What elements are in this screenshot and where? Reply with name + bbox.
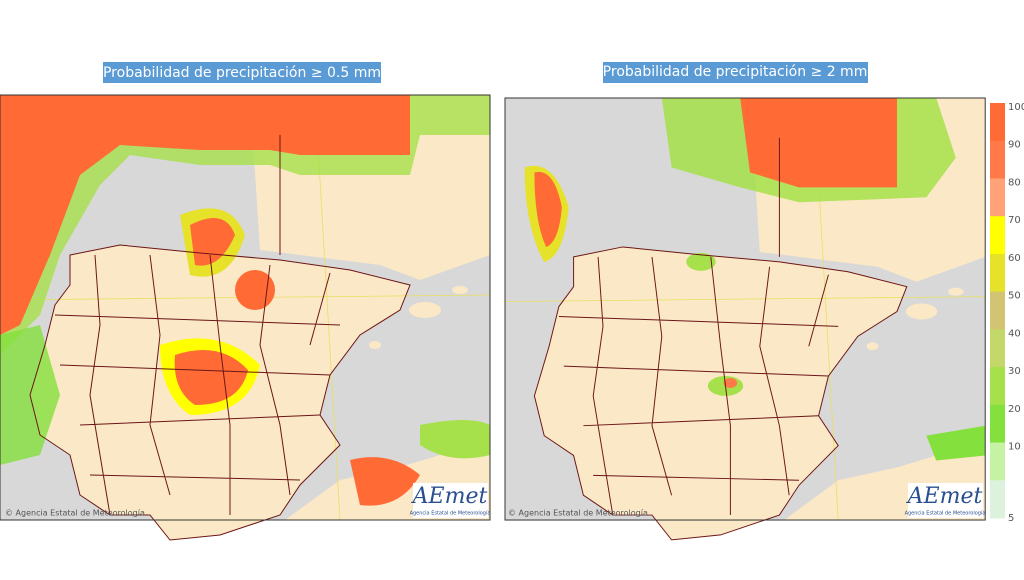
- legend-swatch: [990, 291, 1005, 330]
- legend-swatch: [990, 103, 1005, 142]
- map: [0, 94, 491, 541]
- legend: 100 90 80 70 60 50 40 30 20 10 5: [990, 102, 1024, 524]
- legend-label: 70: [1008, 215, 1021, 226]
- legend-label: 10: [1008, 442, 1021, 453]
- title-bg: [603, 62, 868, 83]
- legend-swatch: [990, 216, 1005, 255]
- credit: © Agencia Estatal de Meteorología: [5, 509, 145, 518]
- legend-swatch: [990, 480, 1005, 519]
- legend-swatch: [990, 329, 1005, 368]
- legend-label: 100: [1008, 102, 1024, 113]
- title-bg: [103, 62, 381, 83]
- legend-swatch: [990, 140, 1005, 179]
- map-title: Probabilidad de precipitación ≥ 0.5 mm: [103, 65, 381, 81]
- legend-swatch: [990, 253, 1005, 293]
- legend-label: 40: [1008, 328, 1021, 339]
- map-title: Probabilidad de precipitación ≥ 2 mm: [603, 64, 868, 80]
- legend-label: 20: [1008, 404, 1021, 415]
- logo-caption: Agencia Estatal de Meteorología: [905, 510, 986, 517]
- legend-label: 60: [1008, 253, 1021, 264]
- logo: AEmet: [906, 484, 983, 509]
- legend-swatch: [990, 367, 1005, 406]
- legend-label: 50: [1008, 291, 1021, 302]
- legend-label: 5: [1008, 513, 1014, 524]
- legend-label: 80: [1008, 177, 1021, 188]
- legend-swatch: [990, 442, 1005, 481]
- logo-bg: [908, 483, 983, 518]
- legend-swatch: [990, 178, 1005, 217]
- legend-label: 90: [1008, 140, 1021, 151]
- logo: AEmet: [411, 484, 488, 509]
- logo-bg: [413, 483, 488, 518]
- map: [504, 97, 986, 541]
- logo-caption: Agencia Estatal de Meteorología: [410, 510, 491, 517]
- credit: © Agencia Estatal de Meteorología: [508, 509, 648, 518]
- legend-swatch: [990, 404, 1005, 444]
- legend-label: 30: [1008, 366, 1021, 377]
